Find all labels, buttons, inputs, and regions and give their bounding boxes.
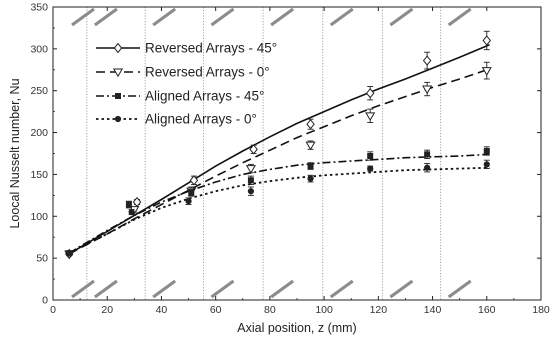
x-tick-label: 100 (315, 304, 333, 316)
data-point (185, 198, 192, 205)
y-tick-label: 300 (30, 43, 48, 55)
hatch-mark-top (389, 7, 414, 27)
y-tick-label: 250 (30, 85, 48, 97)
data-point (125, 201, 132, 208)
hatch-mark-top (71, 7, 95, 27)
x-tick-label: 120 (370, 304, 388, 316)
data-point (306, 119, 315, 130)
hatch-mark-top (210, 7, 235, 27)
legend: Reversed Arrays - 45° Reversed Arrays - 0… (96, 41, 277, 127)
data-point (482, 35, 492, 46)
data-point (305, 141, 316, 151)
data-point (483, 161, 490, 168)
data-point (115, 93, 121, 99)
hatch-mark-bottom (389, 279, 414, 299)
data-point (365, 88, 375, 99)
series-line (68, 68, 490, 255)
axes: 0 20 40 60 80 100 120 140 160 180 0 50 100 150 200 250 3… (30, 2, 549, 317)
hatch-marks (71, 7, 472, 299)
data-point (307, 175, 314, 182)
data-point (245, 165, 256, 174)
data-point (66, 250, 73, 257)
y-tick-label: 0 (42, 295, 48, 307)
data-point (367, 165, 374, 172)
legend-item-2: Reversed Arrays - 0° (96, 65, 270, 80)
data-point (367, 153, 374, 160)
data-point (189, 175, 199, 186)
x-tick-label: 60 (210, 304, 222, 316)
legend-label: Reversed Arrays - 0° (145, 65, 270, 80)
legend-label: Aligned Arrays - 0° (145, 112, 257, 127)
data-point (247, 188, 255, 195)
x-tick-label: 180 (532, 304, 550, 316)
series-group (64, 30, 492, 260)
hatch-mark-top (447, 7, 472, 27)
legend-label: Reversed Arrays - 45° (145, 41, 277, 56)
hatch-mark-bottom (152, 279, 177, 299)
y-tick-label: 150 (30, 169, 48, 181)
hatch-mark-bottom (270, 279, 295, 299)
legend-label: Aligned Arrays - 45° (145, 89, 264, 104)
series-4 (66, 159, 490, 257)
data-point (249, 144, 258, 155)
plot-background (53, 7, 541, 300)
data-point (424, 151, 431, 158)
hatch-mark-bottom (329, 279, 354, 299)
x-tick-label: 40 (156, 304, 168, 316)
data-point (112, 68, 124, 78)
series-line (68, 166, 490, 254)
x-tick-label: 160 (478, 304, 496, 316)
hatch-mark-top (329, 7, 354, 27)
data-point (307, 163, 314, 170)
hatch-mark-bottom (71, 279, 95, 299)
data-point (247, 177, 254, 184)
legend-item-4: Aligned Arrays - 0° (96, 112, 257, 127)
y-tick-label: 100 (30, 211, 48, 223)
data-point (422, 85, 433, 95)
hatch-mark-top (152, 7, 177, 27)
x-tick-label: 0 (50, 304, 56, 316)
data-point (483, 147, 490, 154)
hatch-mark-bottom (210, 279, 235, 299)
x-axis-label: Axial position, z (mm) (237, 321, 356, 335)
x-tick-label: 140 (424, 304, 442, 316)
hatch-mark-bottom (93, 279, 118, 299)
hatch-mark-top (270, 7, 295, 27)
data-point (365, 112, 376, 122)
data-point (424, 164, 431, 171)
legend-item-3: Aligned Arrays - 45° (96, 89, 264, 104)
x-tick-label: 80 (264, 304, 276, 316)
data-point (188, 189, 195, 196)
x-tick-label: 20 (101, 304, 113, 316)
data-point (481, 67, 492, 76)
y-axis-label: Loocal Nusselt number, Nu (8, 78, 22, 228)
y-tick-label: 50 (36, 253, 48, 265)
y-tick-label: 200 (30, 127, 48, 139)
data-point (128, 209, 135, 216)
hatch-mark-bottom (447, 279, 472, 299)
hatch-mark-top (93, 7, 118, 27)
series-2 (64, 61, 492, 260)
series-line (68, 153, 490, 254)
data-point (113, 42, 123, 54)
data-point (422, 55, 432, 66)
y-tick-label: 350 (30, 2, 48, 14)
legend-item-1: Reversed Arrays - 45° (96, 41, 277, 56)
plot-area (53, 7, 541, 300)
data-point (114, 115, 122, 123)
